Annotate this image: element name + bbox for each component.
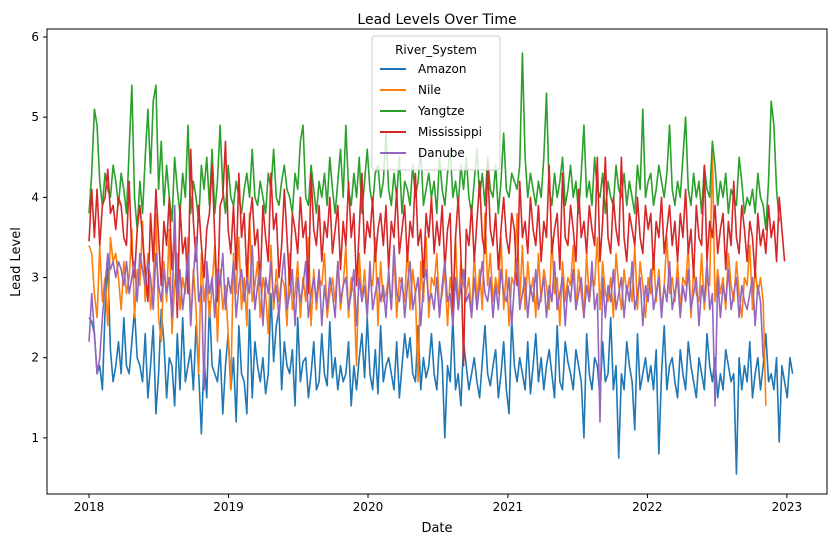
x-tick-label: 2020	[353, 500, 384, 514]
legend-label-amazon: Amazon	[418, 62, 467, 76]
legend-label-nile: Nile	[418, 83, 441, 97]
legend-label-danube: Danube	[418, 146, 465, 160]
legend-title: River_System	[395, 43, 477, 57]
x-axis-label: Date	[421, 521, 452, 536]
series-layer	[88, 52, 794, 475]
x-axis: 2018 2019 2020 2021 2022 2023	[74, 494, 802, 514]
series-line-mississippi	[88, 140, 786, 367]
y-tick-label: 6	[31, 30, 39, 44]
y-tick-label: 4	[31, 190, 39, 204]
plot-frame	[46, 28, 828, 495]
legend-label-mississippi: Mississippi	[418, 125, 482, 139]
y-tick-label: 3	[31, 271, 39, 285]
chart-title: Lead Levels Over Time	[357, 12, 516, 28]
series-line-amazon	[88, 260, 794, 475]
x-tick-label: 2023	[772, 500, 803, 514]
legend-entries: Amazon Nile Yangtze Mississippi Danube	[380, 62, 482, 160]
series-line-yangtze	[88, 52, 781, 231]
x-tick-label: 2022	[632, 500, 663, 514]
x-tick-label: 2019	[213, 500, 244, 514]
y-tick-label: 5	[31, 110, 39, 124]
x-tick-label: 2021	[493, 500, 524, 514]
y-axis: 1 2 3 4 5 6	[31, 30, 47, 445]
legend-label-yangtze: Yangtze	[417, 104, 465, 118]
y-tick-label: 2	[31, 351, 39, 365]
y-axis-label: Lead Level	[9, 227, 24, 297]
legend: River_System Amazon Nile Yangtze Mississipp…	[371, 35, 501, 171]
y-tick-label: 1	[31, 431, 39, 445]
series-line-danube	[88, 204, 764, 423]
x-tick-label: 2018	[74, 500, 105, 514]
